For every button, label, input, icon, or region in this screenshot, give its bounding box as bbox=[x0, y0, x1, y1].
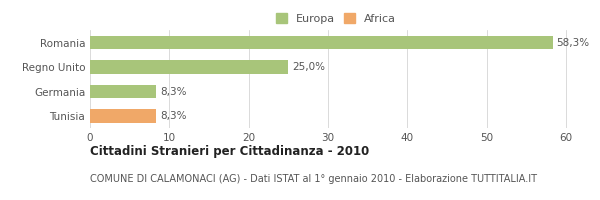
Bar bbox=[90, 109, 156, 123]
Bar bbox=[90, 60, 289, 74]
Legend: Europa, Africa: Europa, Africa bbox=[274, 11, 398, 26]
Text: 8,3%: 8,3% bbox=[160, 111, 187, 121]
Bar bbox=[90, 36, 553, 49]
Text: COMUNE DI CALAMONACI (AG) - Dati ISTAT al 1° gennaio 2010 - Elaborazione TUTTITA: COMUNE DI CALAMONACI (AG) - Dati ISTAT a… bbox=[90, 174, 537, 184]
Bar bbox=[90, 85, 156, 98]
Text: 25,0%: 25,0% bbox=[292, 62, 325, 72]
Text: Cittadini Stranieri per Cittadinanza - 2010: Cittadini Stranieri per Cittadinanza - 2… bbox=[90, 145, 369, 158]
Text: 8,3%: 8,3% bbox=[160, 87, 187, 97]
Text: 58,3%: 58,3% bbox=[557, 38, 590, 48]
